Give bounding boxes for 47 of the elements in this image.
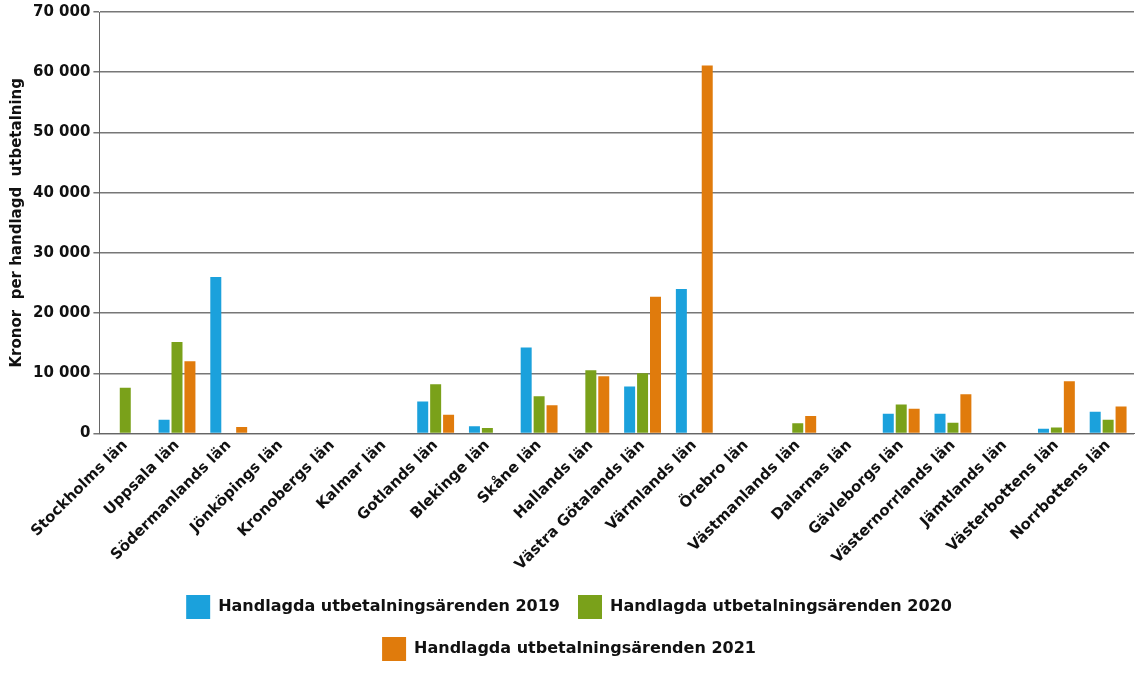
bar <box>236 426 248 433</box>
bar <box>1037 428 1049 433</box>
bar <box>585 370 597 433</box>
bar <box>520 347 532 433</box>
bar <box>637 373 649 433</box>
bar <box>158 419 170 433</box>
bar <box>675 289 687 433</box>
y-tick-label: 30 000 <box>32 242 91 261</box>
bar <box>546 405 558 433</box>
legend-label: Handlagda utbetalningsärenden 2019 <box>218 596 560 616</box>
bar <box>882 413 894 433</box>
bar <box>443 414 455 433</box>
bar <box>533 396 545 433</box>
y-tick-label: 10 000 <box>32 363 91 382</box>
bar <box>468 426 480 433</box>
bar <box>650 296 661 433</box>
bar <box>624 386 636 433</box>
bar <box>598 376 610 433</box>
bar <box>792 423 804 433</box>
bar <box>895 404 907 433</box>
y-tick-label: 60 000 <box>32 62 91 81</box>
y-tick-label: 20 000 <box>32 302 91 321</box>
bar <box>119 387 131 433</box>
bar <box>947 422 959 433</box>
bar <box>430 384 442 433</box>
bar <box>701 65 713 433</box>
bar <box>934 413 946 433</box>
bar <box>1115 406 1127 433</box>
bar <box>1050 427 1062 433</box>
bar <box>481 428 493 433</box>
bar <box>1063 381 1075 433</box>
y-tick-label: 0 <box>79 423 91 442</box>
y-tick-label: 40 000 <box>32 182 91 201</box>
y-axis-title: Kronor per handlagd utbetalning <box>6 78 25 368</box>
y-tick-label: 70 000 <box>32 1 91 20</box>
legend-label: Handlagda utbetalningsärenden 2021 <box>414 638 756 658</box>
bar <box>908 408 920 433</box>
legend-label: Handlagda utbetalningsärenden 2020 <box>610 596 952 616</box>
bar <box>417 401 429 433</box>
bar <box>1102 419 1114 433</box>
bar <box>805 416 817 433</box>
bar <box>171 341 183 433</box>
y-tick-label: 50 000 <box>32 122 91 141</box>
bar <box>960 394 972 433</box>
bar <box>210 276 222 433</box>
bar <box>184 361 196 433</box>
bar <box>1089 411 1101 433</box>
